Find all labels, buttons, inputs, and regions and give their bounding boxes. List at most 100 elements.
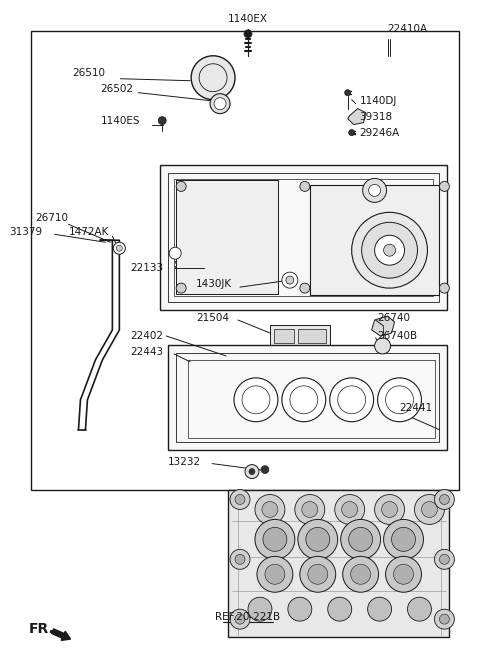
Text: 22410A: 22410A bbox=[387, 24, 428, 34]
Text: 1140EX: 1140EX bbox=[228, 14, 268, 24]
Circle shape bbox=[255, 494, 285, 524]
Circle shape bbox=[348, 528, 372, 551]
Circle shape bbox=[434, 609, 455, 629]
Bar bbox=[298, 329, 326, 343]
Text: 29246A: 29246A bbox=[360, 127, 400, 138]
Circle shape bbox=[302, 502, 318, 517]
Circle shape bbox=[374, 338, 391, 354]
Circle shape bbox=[263, 528, 287, 551]
Circle shape bbox=[282, 378, 326, 422]
Text: 1430JK: 1430JK bbox=[196, 279, 232, 289]
Circle shape bbox=[363, 178, 386, 202]
Polygon shape bbox=[176, 180, 278, 294]
Circle shape bbox=[282, 272, 298, 288]
Polygon shape bbox=[310, 185, 439, 295]
Bar bbox=[274, 329, 294, 343]
Circle shape bbox=[439, 494, 449, 505]
Circle shape bbox=[214, 98, 226, 110]
Circle shape bbox=[257, 556, 293, 592]
Circle shape bbox=[300, 283, 310, 293]
Circle shape bbox=[306, 528, 330, 551]
Circle shape bbox=[255, 519, 295, 560]
Circle shape bbox=[235, 554, 245, 564]
Text: 1472AK: 1472AK bbox=[69, 227, 109, 237]
Circle shape bbox=[262, 502, 278, 517]
Circle shape bbox=[261, 466, 269, 473]
Circle shape bbox=[328, 597, 352, 621]
Circle shape bbox=[230, 490, 250, 509]
Circle shape bbox=[392, 528, 416, 551]
Circle shape bbox=[439, 554, 449, 564]
Circle shape bbox=[378, 378, 421, 422]
Circle shape bbox=[415, 494, 444, 524]
Circle shape bbox=[342, 502, 358, 517]
Circle shape bbox=[394, 564, 413, 584]
Circle shape bbox=[439, 283, 449, 293]
Polygon shape bbox=[372, 316, 395, 336]
Bar bbox=[226, 350, 373, 362]
Circle shape bbox=[361, 222, 418, 278]
Text: 13232: 13232 bbox=[168, 456, 201, 467]
Circle shape bbox=[286, 276, 294, 284]
Circle shape bbox=[382, 502, 397, 517]
Circle shape bbox=[384, 244, 396, 256]
Circle shape bbox=[345, 89, 351, 96]
Circle shape bbox=[249, 469, 255, 475]
Circle shape bbox=[300, 556, 336, 592]
Circle shape bbox=[351, 564, 371, 584]
Circle shape bbox=[385, 556, 421, 592]
Circle shape bbox=[295, 494, 325, 524]
Text: 1140ES: 1140ES bbox=[100, 116, 140, 125]
Text: 22402: 22402 bbox=[130, 331, 163, 341]
Circle shape bbox=[434, 490, 455, 509]
Circle shape bbox=[300, 182, 310, 191]
Text: 26510: 26510 bbox=[72, 68, 106, 78]
FancyArrow shape bbox=[51, 629, 71, 641]
Text: 39318: 39318 bbox=[360, 112, 393, 121]
Bar bbox=[230, 352, 266, 360]
Circle shape bbox=[116, 246, 122, 251]
Circle shape bbox=[408, 597, 432, 621]
Polygon shape bbox=[160, 165, 447, 310]
Polygon shape bbox=[348, 108, 366, 125]
Circle shape bbox=[439, 182, 449, 191]
Circle shape bbox=[245, 464, 259, 479]
Circle shape bbox=[176, 283, 186, 293]
Bar bbox=[377, 348, 389, 356]
Circle shape bbox=[230, 609, 250, 629]
Circle shape bbox=[176, 182, 186, 191]
Text: 26740B: 26740B bbox=[378, 331, 418, 341]
Circle shape bbox=[341, 519, 381, 560]
Circle shape bbox=[234, 378, 278, 422]
Circle shape bbox=[421, 502, 437, 517]
Text: 26710: 26710 bbox=[36, 214, 69, 223]
Circle shape bbox=[113, 242, 125, 254]
Text: 26502: 26502 bbox=[100, 84, 133, 93]
Circle shape bbox=[158, 117, 166, 125]
Circle shape bbox=[235, 614, 245, 624]
Circle shape bbox=[368, 597, 392, 621]
Text: FR.: FR. bbox=[29, 622, 54, 636]
Polygon shape bbox=[228, 490, 449, 637]
Text: 26740: 26740 bbox=[378, 313, 410, 323]
Circle shape bbox=[434, 549, 455, 569]
Text: 31379: 31379 bbox=[9, 227, 42, 237]
Circle shape bbox=[374, 494, 405, 524]
Circle shape bbox=[369, 184, 381, 197]
Circle shape bbox=[335, 494, 365, 524]
Circle shape bbox=[374, 235, 405, 265]
Circle shape bbox=[348, 129, 355, 136]
Text: REF.20-221B: REF.20-221B bbox=[216, 612, 280, 622]
Circle shape bbox=[439, 614, 449, 624]
Circle shape bbox=[384, 519, 423, 560]
Bar bbox=[270, 325, 330, 347]
Circle shape bbox=[265, 564, 285, 584]
Circle shape bbox=[298, 519, 338, 560]
Polygon shape bbox=[168, 345, 447, 450]
Text: 1140DJ: 1140DJ bbox=[360, 95, 397, 106]
Circle shape bbox=[235, 494, 245, 505]
Text: 22133: 22133 bbox=[130, 263, 164, 273]
Bar bbox=[285, 191, 307, 208]
Circle shape bbox=[308, 564, 328, 584]
Circle shape bbox=[230, 549, 250, 569]
